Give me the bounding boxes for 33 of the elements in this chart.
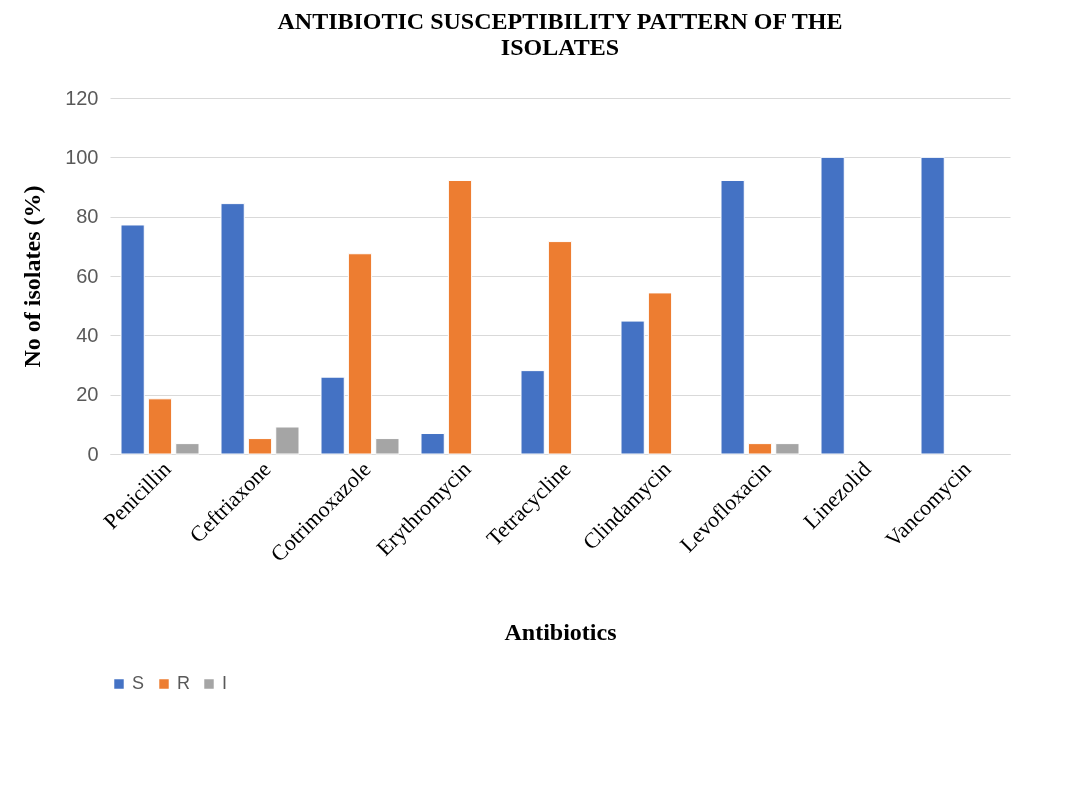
chart-title: ANTIBIOTIC SUSCEPTIBILITY PATTERN OF THE ISOLATES — [277, 8, 843, 60]
y-tick-label: 120 — [65, 86, 99, 109]
y-tick-label: 100 — [65, 145, 99, 168]
bar — [520, 370, 545, 455]
bar — [275, 426, 300, 455]
legend-label: S — [132, 673, 145, 693]
bar — [147, 398, 173, 455]
y-tick-label: 80 — [76, 205, 99, 228]
bar — [175, 443, 200, 455]
bar — [447, 179, 473, 455]
bar — [375, 438, 400, 455]
bar — [247, 438, 273, 455]
bar — [747, 443, 773, 455]
bar — [620, 320, 645, 455]
bar — [420, 433, 445, 455]
y-tick-label: 40 — [76, 323, 99, 346]
y-tick-label: 60 — [76, 264, 99, 287]
y-axis-title: No of isolates (%) — [19, 185, 46, 368]
y-tick-label: 20 — [76, 383, 99, 406]
bar — [720, 179, 745, 455]
bar — [647, 292, 673, 455]
bar — [320, 376, 345, 455]
bar — [820, 156, 845, 455]
legend-label: R — [177, 673, 190, 693]
bar — [220, 203, 245, 455]
bar — [775, 443, 800, 455]
x-axis-title: Antibiotics — [504, 618, 617, 645]
y-tick-label: 0 — [87, 442, 99, 465]
bar — [347, 253, 373, 455]
legend-label: I — [222, 673, 228, 693]
bar — [120, 224, 145, 455]
bar — [547, 241, 573, 455]
bar — [920, 156, 945, 455]
